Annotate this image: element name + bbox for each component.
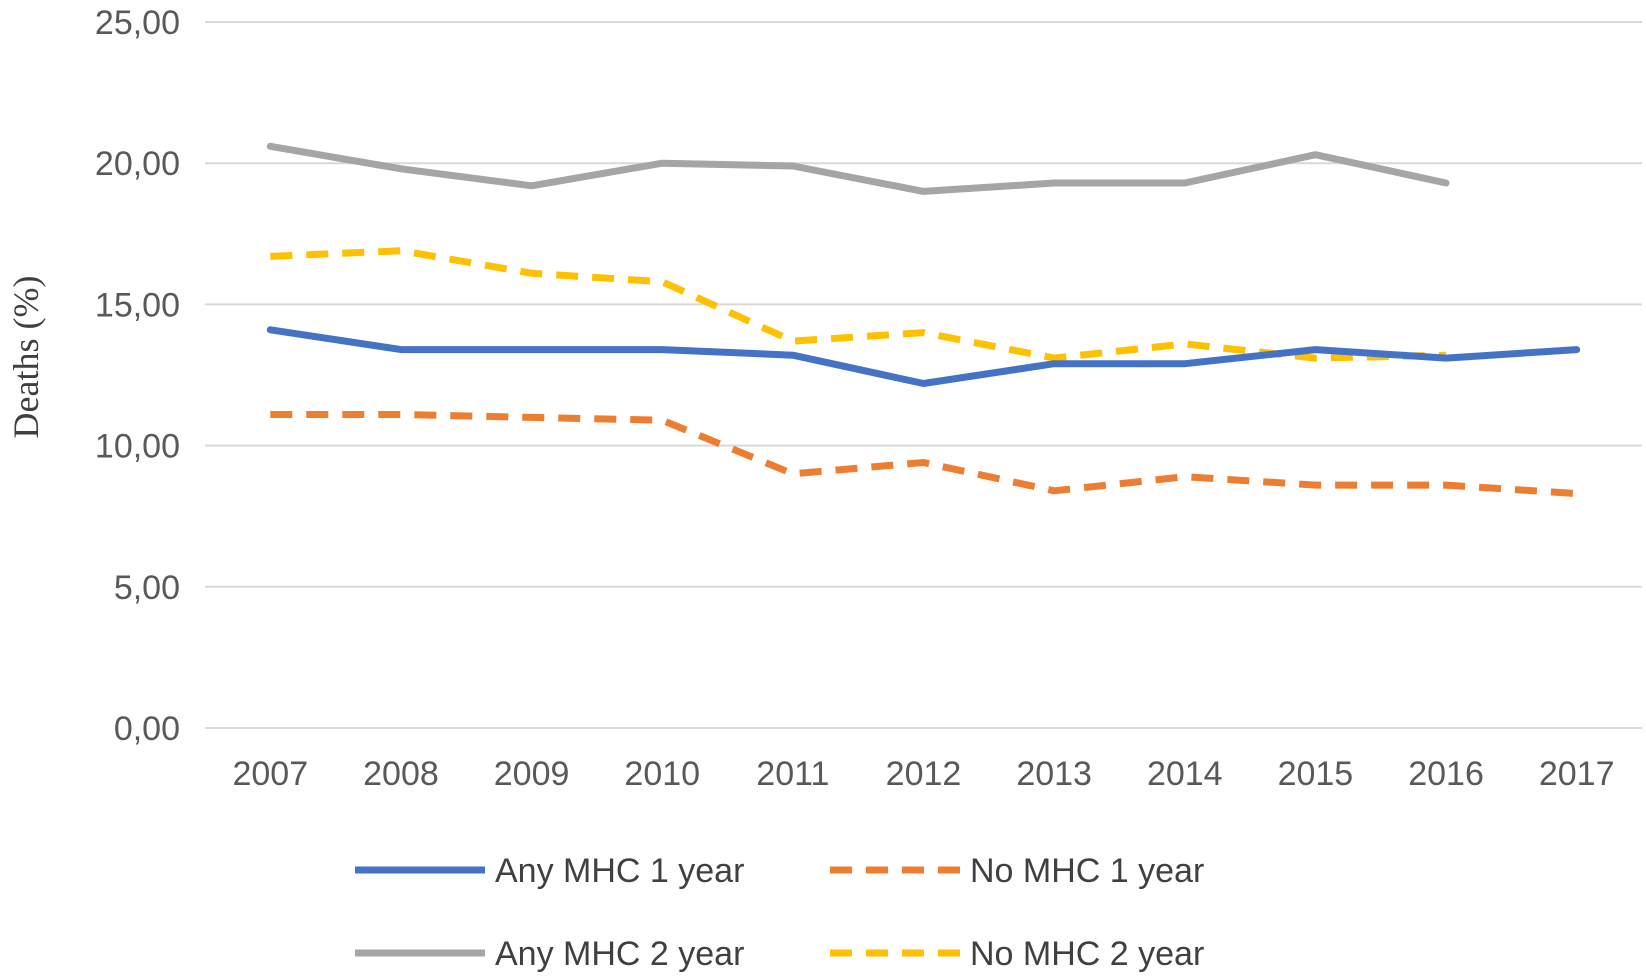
legend-label: No MHC 1 year xyxy=(970,852,1204,890)
x-tick-label: 2017 xyxy=(1539,755,1615,793)
series-line-no-mhc-1-year xyxy=(270,411,1577,498)
x-tick-label: 2015 xyxy=(1278,755,1354,793)
x-tick-label: 2014 xyxy=(1147,755,1223,793)
legend-label: Any MHC 1 year xyxy=(495,852,744,890)
gridlines xyxy=(205,21,1642,729)
series-lines xyxy=(266,142,1581,498)
x-axis-tick-labels: 2007 2008 2009 2010 2011 2012 2013 2014 2015 2016… xyxy=(232,755,1614,793)
legend-label: Any MHC 2 year xyxy=(495,935,744,973)
series-line-no-mhc-2-year xyxy=(270,247,1447,362)
y-axis-title: Deaths (%) xyxy=(6,276,46,439)
series-line-any-mhc-1-year xyxy=(266,326,1581,387)
x-tick-label: 2016 xyxy=(1408,755,1484,793)
x-tick-label: 2009 xyxy=(494,755,570,793)
legend-label: No MHC 2 year xyxy=(970,935,1204,973)
legend: Any MHC 1 year No MHC 1 year Any MHC 2 yea… xyxy=(355,852,1204,973)
series-line-any-mhc-2-year xyxy=(266,142,1450,195)
y-tick-label: 15,00 xyxy=(95,286,180,324)
y-tick-label: 20,00 xyxy=(95,145,180,183)
y-tick-label: 0,00 xyxy=(114,710,180,748)
x-tick-label: 2012 xyxy=(886,755,962,793)
y-tick-label: 5,00 xyxy=(114,569,180,607)
x-tick-label: 2008 xyxy=(363,755,439,793)
y-tick-label: 25,00 xyxy=(95,4,180,42)
y-tick-label: 10,00 xyxy=(95,428,180,466)
x-tick-label: 2013 xyxy=(1016,755,1092,793)
x-tick-label: 2010 xyxy=(624,755,700,793)
x-tick-label: 2011 xyxy=(756,755,829,793)
y-axis-tick-labels: 0,00 5,00 10,00 15,00 20,00 25,00 xyxy=(95,4,180,748)
x-tick-label: 2007 xyxy=(232,755,308,793)
